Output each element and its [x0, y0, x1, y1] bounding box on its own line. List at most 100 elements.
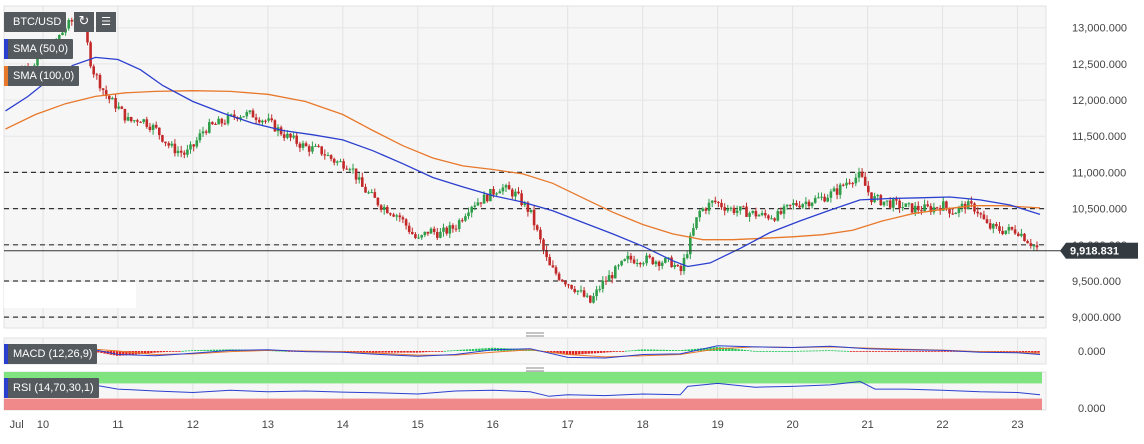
candle-body [395, 215, 398, 217]
candle-body [279, 127, 283, 135]
macd-histogram-bar [359, 351, 362, 353]
candle-body [838, 184, 842, 195]
macd-histogram-bar [725, 347, 728, 351]
candle-body [907, 203, 911, 205]
candle-body [892, 199, 895, 208]
sma100-tag[interactable]: SMA (100,0) [4, 66, 80, 86]
macd-histogram-bar [468, 349, 472, 351]
rsi-axis-label: 0.000 [1078, 403, 1106, 415]
candle-body [1007, 227, 1011, 231]
candle-body [895, 199, 898, 201]
candle-body [695, 217, 698, 229]
candle-body [36, 58, 39, 66]
macd-histogram-bar [899, 351, 903, 352]
bars-icon[interactable]: ☰ [96, 12, 116, 32]
macd-histogram-bar [890, 351, 893, 352]
macd-histogram-bar [906, 351, 909, 352]
panel-resize-handle[interactable] [526, 367, 544, 372]
macd-histogram-bar [671, 350, 675, 351]
candle-body [692, 228, 695, 236]
candle-body [354, 168, 358, 180]
macd-axis-label: 0.000 [1078, 346, 1106, 358]
macd-histogram-bar [765, 351, 768, 352]
macd-histogram-bar [600, 351, 603, 353]
candle-body [923, 204, 926, 212]
macd-histogram-bar [606, 351, 609, 353]
macd-histogram-bar [97, 351, 100, 353]
macd-histogram-bar [481, 348, 484, 351]
panel-resize-handle[interactable] [526, 332, 544, 337]
macd-histogram-bar [456, 350, 459, 351]
candle-body [898, 200, 901, 208]
candle-body [507, 185, 511, 190]
macd-histogram-bar [397, 351, 400, 353]
candle-body [917, 205, 920, 211]
candle-body [904, 203, 908, 207]
candle-body [258, 119, 261, 123]
macd-histogram-bar [793, 351, 797, 352]
candle-body [845, 182, 848, 186]
macd-histogram-bar [756, 351, 759, 352]
macd-tag[interactable]: MACD (12,26,9) [4, 344, 98, 364]
macd-histogram-bar [653, 349, 656, 351]
candle-body [501, 187, 505, 192]
candle-body [767, 215, 770, 219]
macd-histogram-bar [878, 351, 881, 352]
candle-body [595, 289, 598, 297]
candle-body [254, 117, 258, 120]
macd-histogram-bar [278, 350, 281, 352]
macd-histogram-bar [693, 348, 697, 351]
macd-histogram-bar [181, 350, 184, 352]
macd-histogram-bar [796, 350, 800, 352]
macd-histogram-bar [896, 351, 900, 352]
macd-histogram-bar [940, 351, 943, 352]
candle-body [511, 189, 514, 197]
macd-histogram-bar [734, 348, 737, 351]
candle-body [979, 213, 983, 215]
candle-body [261, 120, 264, 123]
macd-histogram-bar [172, 351, 175, 352]
candle-body [320, 146, 323, 155]
macd-histogram-bar [187, 350, 191, 352]
reload-icon[interactable]: ↻ [74, 12, 94, 32]
symbol-label: BTC/USD [13, 16, 62, 28]
candle-body [161, 135, 164, 142]
macd-histogram-bar [571, 351, 575, 355]
macd-histogram-bar [928, 351, 931, 352]
candle-body [645, 255, 648, 264]
sma50-tag[interactable]: SMA (50,0) [4, 39, 74, 59]
macd-histogram-bar [559, 351, 562, 354]
macd-signal-line [5, 346, 1041, 358]
candle-body [929, 206, 933, 213]
macd-histogram-bar [737, 349, 740, 351]
candle-body [629, 255, 633, 260]
macd-histogram-bar [1037, 351, 1040, 353]
macd-histogram-bar [281, 350, 284, 352]
current-price-badge-pointer [1060, 242, 1066, 259]
candle-body [223, 123, 227, 125]
candle-body [464, 216, 467, 221]
symbol-tag[interactable]: BTC/USD [4, 12, 67, 32]
candle-body [582, 290, 586, 297]
candle-body [304, 143, 308, 147]
macd-histogram-bar [1009, 351, 1012, 352]
macd-histogram-bar [799, 350, 803, 352]
candle-body [267, 118, 270, 121]
candle-body [795, 203, 798, 206]
candle-body [89, 42, 92, 67]
rsi-tag[interactable]: RSI (14,70,30,1) [4, 378, 99, 398]
candle-body [198, 133, 202, 141]
candle-body [557, 273, 561, 280]
candle-body [70, 20, 74, 22]
macd-histogram-bar [209, 349, 212, 351]
candle-body [548, 257, 551, 266]
candle-body [495, 193, 498, 195]
candle-body [392, 214, 395, 217]
time-tick-label: 21 [861, 419, 873, 431]
macd-histogram-bar [774, 351, 778, 352]
candle-body [832, 188, 836, 192]
macd-histogram-bar [465, 349, 469, 351]
candle-body [386, 206, 389, 214]
candle-body [998, 226, 1001, 231]
price-tick-label: 10,500.000 [1072, 204, 1127, 216]
